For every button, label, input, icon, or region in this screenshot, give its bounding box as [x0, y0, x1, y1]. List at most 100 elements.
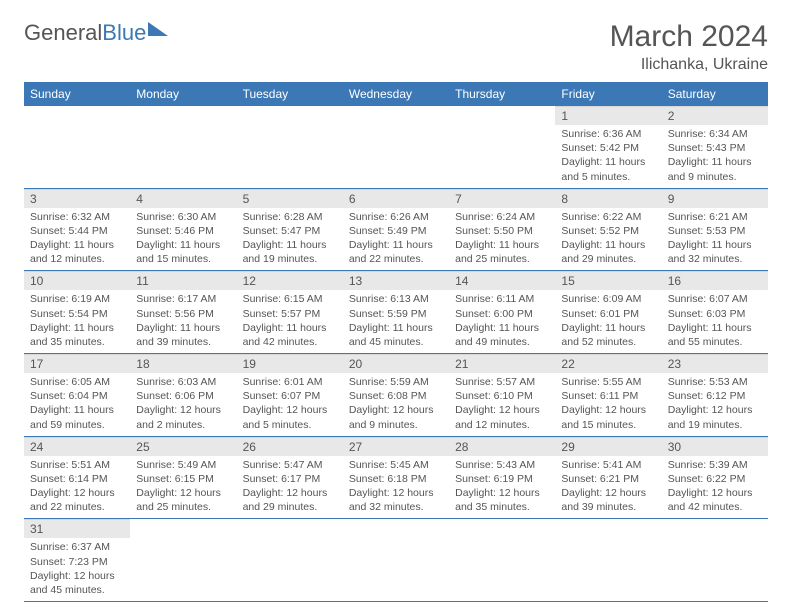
- calendar-table: Sunday Monday Tuesday Wednesday Thursday…: [24, 82, 768, 602]
- sunset-text: Sunset: 5:54 PM: [30, 307, 124, 321]
- daylight-text: Daylight: 11 hours and 19 minutes.: [243, 238, 337, 266]
- sunrise-text: Sunrise: 6:24 AM: [455, 210, 549, 224]
- sunset-text: Sunset: 5:57 PM: [243, 307, 337, 321]
- sunset-text: Sunset: 6:17 PM: [243, 472, 337, 486]
- sunset-text: Sunset: 6:10 PM: [455, 389, 549, 403]
- day-data: Sunrise: 6:17 AMSunset: 5:56 PMDaylight:…: [130, 290, 236, 353]
- sunset-text: Sunset: 6:14 PM: [30, 472, 124, 486]
- calendar-cell: [24, 106, 130, 188]
- day-number: 8: [555, 189, 661, 208]
- calendar-cell: 16Sunrise: 6:07 AMSunset: 6:03 PMDayligh…: [662, 271, 768, 354]
- sunrise-text: Sunrise: 6:15 AM: [243, 292, 337, 306]
- day-number: 13: [343, 271, 449, 290]
- calendar-cell: 2Sunrise: 6:34 AMSunset: 5:43 PMDaylight…: [662, 106, 768, 188]
- calendar-cell: 12Sunrise: 6:15 AMSunset: 5:57 PMDayligh…: [237, 271, 343, 354]
- calendar-cell: [662, 519, 768, 602]
- day-number: 28: [449, 437, 555, 456]
- sunrise-text: Sunrise: 5:59 AM: [349, 375, 443, 389]
- sunset-text: Sunset: 6:07 PM: [243, 389, 337, 403]
- day-data: Sunrise: 6:30 AMSunset: 5:46 PMDaylight:…: [130, 208, 236, 271]
- calendar-cell: 4Sunrise: 6:30 AMSunset: 5:46 PMDaylight…: [130, 188, 236, 271]
- sunrise-text: Sunrise: 6:13 AM: [349, 292, 443, 306]
- daylight-text: Daylight: 12 hours and 12 minutes.: [455, 403, 549, 431]
- sunrise-text: Sunrise: 6:17 AM: [136, 292, 230, 306]
- calendar-cell: 24Sunrise: 5:51 AMSunset: 6:14 PMDayligh…: [24, 436, 130, 519]
- sunrise-text: Sunrise: 6:26 AM: [349, 210, 443, 224]
- sunrise-text: Sunrise: 5:39 AM: [668, 458, 762, 472]
- calendar-cell: 7Sunrise: 6:24 AMSunset: 5:50 PMDaylight…: [449, 188, 555, 271]
- sunrise-text: Sunrise: 6:07 AM: [668, 292, 762, 306]
- sunset-text: Sunset: 6:06 PM: [136, 389, 230, 403]
- logo-text-blue: Blue: [102, 20, 146, 46]
- day-data: Sunrise: 5:59 AMSunset: 6:08 PMDaylight:…: [343, 373, 449, 436]
- daylight-text: Daylight: 11 hours and 5 minutes.: [561, 155, 655, 183]
- calendar-cell: [449, 519, 555, 602]
- logo-triangle-icon: [148, 22, 168, 36]
- sunrise-text: Sunrise: 6:09 AM: [561, 292, 655, 306]
- day-number: 15: [555, 271, 661, 290]
- calendar-cell: [555, 519, 661, 602]
- weekday-header: Tuesday: [237, 82, 343, 106]
- sunset-text: Sunset: 6:04 PM: [30, 389, 124, 403]
- day-data: Sunrise: 5:47 AMSunset: 6:17 PMDaylight:…: [237, 456, 343, 519]
- calendar-cell: 21Sunrise: 5:57 AMSunset: 6:10 PMDayligh…: [449, 354, 555, 437]
- day-number: 3: [24, 189, 130, 208]
- day-number: 6: [343, 189, 449, 208]
- daylight-text: Daylight: 11 hours and 15 minutes.: [136, 238, 230, 266]
- daylight-text: Daylight: 12 hours and 39 minutes.: [561, 486, 655, 514]
- day-number: 18: [130, 354, 236, 373]
- sunrise-text: Sunrise: 5:57 AM: [455, 375, 549, 389]
- daylight-text: Daylight: 11 hours and 22 minutes.: [349, 238, 443, 266]
- sunset-text: Sunset: 6:21 PM: [561, 472, 655, 486]
- daylight-text: Daylight: 12 hours and 2 minutes.: [136, 403, 230, 431]
- daylight-text: Daylight: 12 hours and 32 minutes.: [349, 486, 443, 514]
- day-number: 19: [237, 354, 343, 373]
- sunset-text: Sunset: 6:15 PM: [136, 472, 230, 486]
- day-number: 29: [555, 437, 661, 456]
- calendar-week-row: 10Sunrise: 6:19 AMSunset: 5:54 PMDayligh…: [24, 271, 768, 354]
- calendar-cell: 19Sunrise: 6:01 AMSunset: 6:07 PMDayligh…: [237, 354, 343, 437]
- month-title: March 2024: [610, 20, 768, 54]
- weekday-header: Saturday: [662, 82, 768, 106]
- logo: GeneralBlue: [24, 20, 168, 46]
- daylight-text: Daylight: 11 hours and 39 minutes.: [136, 321, 230, 349]
- sunset-text: Sunset: 5:47 PM: [243, 224, 337, 238]
- daylight-text: Daylight: 12 hours and 25 minutes.: [136, 486, 230, 514]
- daylight-text: Daylight: 11 hours and 12 minutes.: [30, 238, 124, 266]
- calendar-cell: [237, 519, 343, 602]
- sunset-text: Sunset: 6:00 PM: [455, 307, 549, 321]
- calendar-cell: 23Sunrise: 5:53 AMSunset: 6:12 PMDayligh…: [662, 354, 768, 437]
- sunrise-text: Sunrise: 5:53 AM: [668, 375, 762, 389]
- daylight-text: Daylight: 12 hours and 45 minutes.: [30, 569, 124, 597]
- sunset-text: Sunset: 6:08 PM: [349, 389, 443, 403]
- calendar-cell: [343, 106, 449, 188]
- day-number: 2: [662, 106, 768, 125]
- day-data: Sunrise: 6:07 AMSunset: 6:03 PMDaylight:…: [662, 290, 768, 353]
- day-number: 4: [130, 189, 236, 208]
- daylight-text: Daylight: 11 hours and 25 minutes.: [455, 238, 549, 266]
- sunset-text: Sunset: 6:01 PM: [561, 307, 655, 321]
- day-number: 17: [24, 354, 130, 373]
- calendar-cell: 27Sunrise: 5:45 AMSunset: 6:18 PMDayligh…: [343, 436, 449, 519]
- calendar-cell: 30Sunrise: 5:39 AMSunset: 6:22 PMDayligh…: [662, 436, 768, 519]
- sunset-text: Sunset: 5:42 PM: [561, 141, 655, 155]
- day-number: 10: [24, 271, 130, 290]
- daylight-text: Daylight: 11 hours and 9 minutes.: [668, 155, 762, 183]
- calendar-cell: 22Sunrise: 5:55 AMSunset: 6:11 PMDayligh…: [555, 354, 661, 437]
- calendar-cell: 17Sunrise: 6:05 AMSunset: 6:04 PMDayligh…: [24, 354, 130, 437]
- day-number: 27: [343, 437, 449, 456]
- weekday-header: Thursday: [449, 82, 555, 106]
- sunset-text: Sunset: 6:18 PM: [349, 472, 443, 486]
- sunset-text: Sunset: 5:52 PM: [561, 224, 655, 238]
- day-data: Sunrise: 6:34 AMSunset: 5:43 PMDaylight:…: [662, 125, 768, 188]
- page-header: GeneralBlue March 2024 Ilichanka, Ukrain…: [24, 20, 768, 74]
- sunset-text: Sunset: 6:11 PM: [561, 389, 655, 403]
- weekday-header: Sunday: [24, 82, 130, 106]
- day-number: 14: [449, 271, 555, 290]
- daylight-text: Daylight: 12 hours and 9 minutes.: [349, 403, 443, 431]
- day-data: Sunrise: 6:36 AMSunset: 5:42 PMDaylight:…: [555, 125, 661, 188]
- sunset-text: Sunset: 6:19 PM: [455, 472, 549, 486]
- day-data: Sunrise: 6:15 AMSunset: 5:57 PMDaylight:…: [237, 290, 343, 353]
- daylight-text: Daylight: 12 hours and 35 minutes.: [455, 486, 549, 514]
- day-number: 23: [662, 354, 768, 373]
